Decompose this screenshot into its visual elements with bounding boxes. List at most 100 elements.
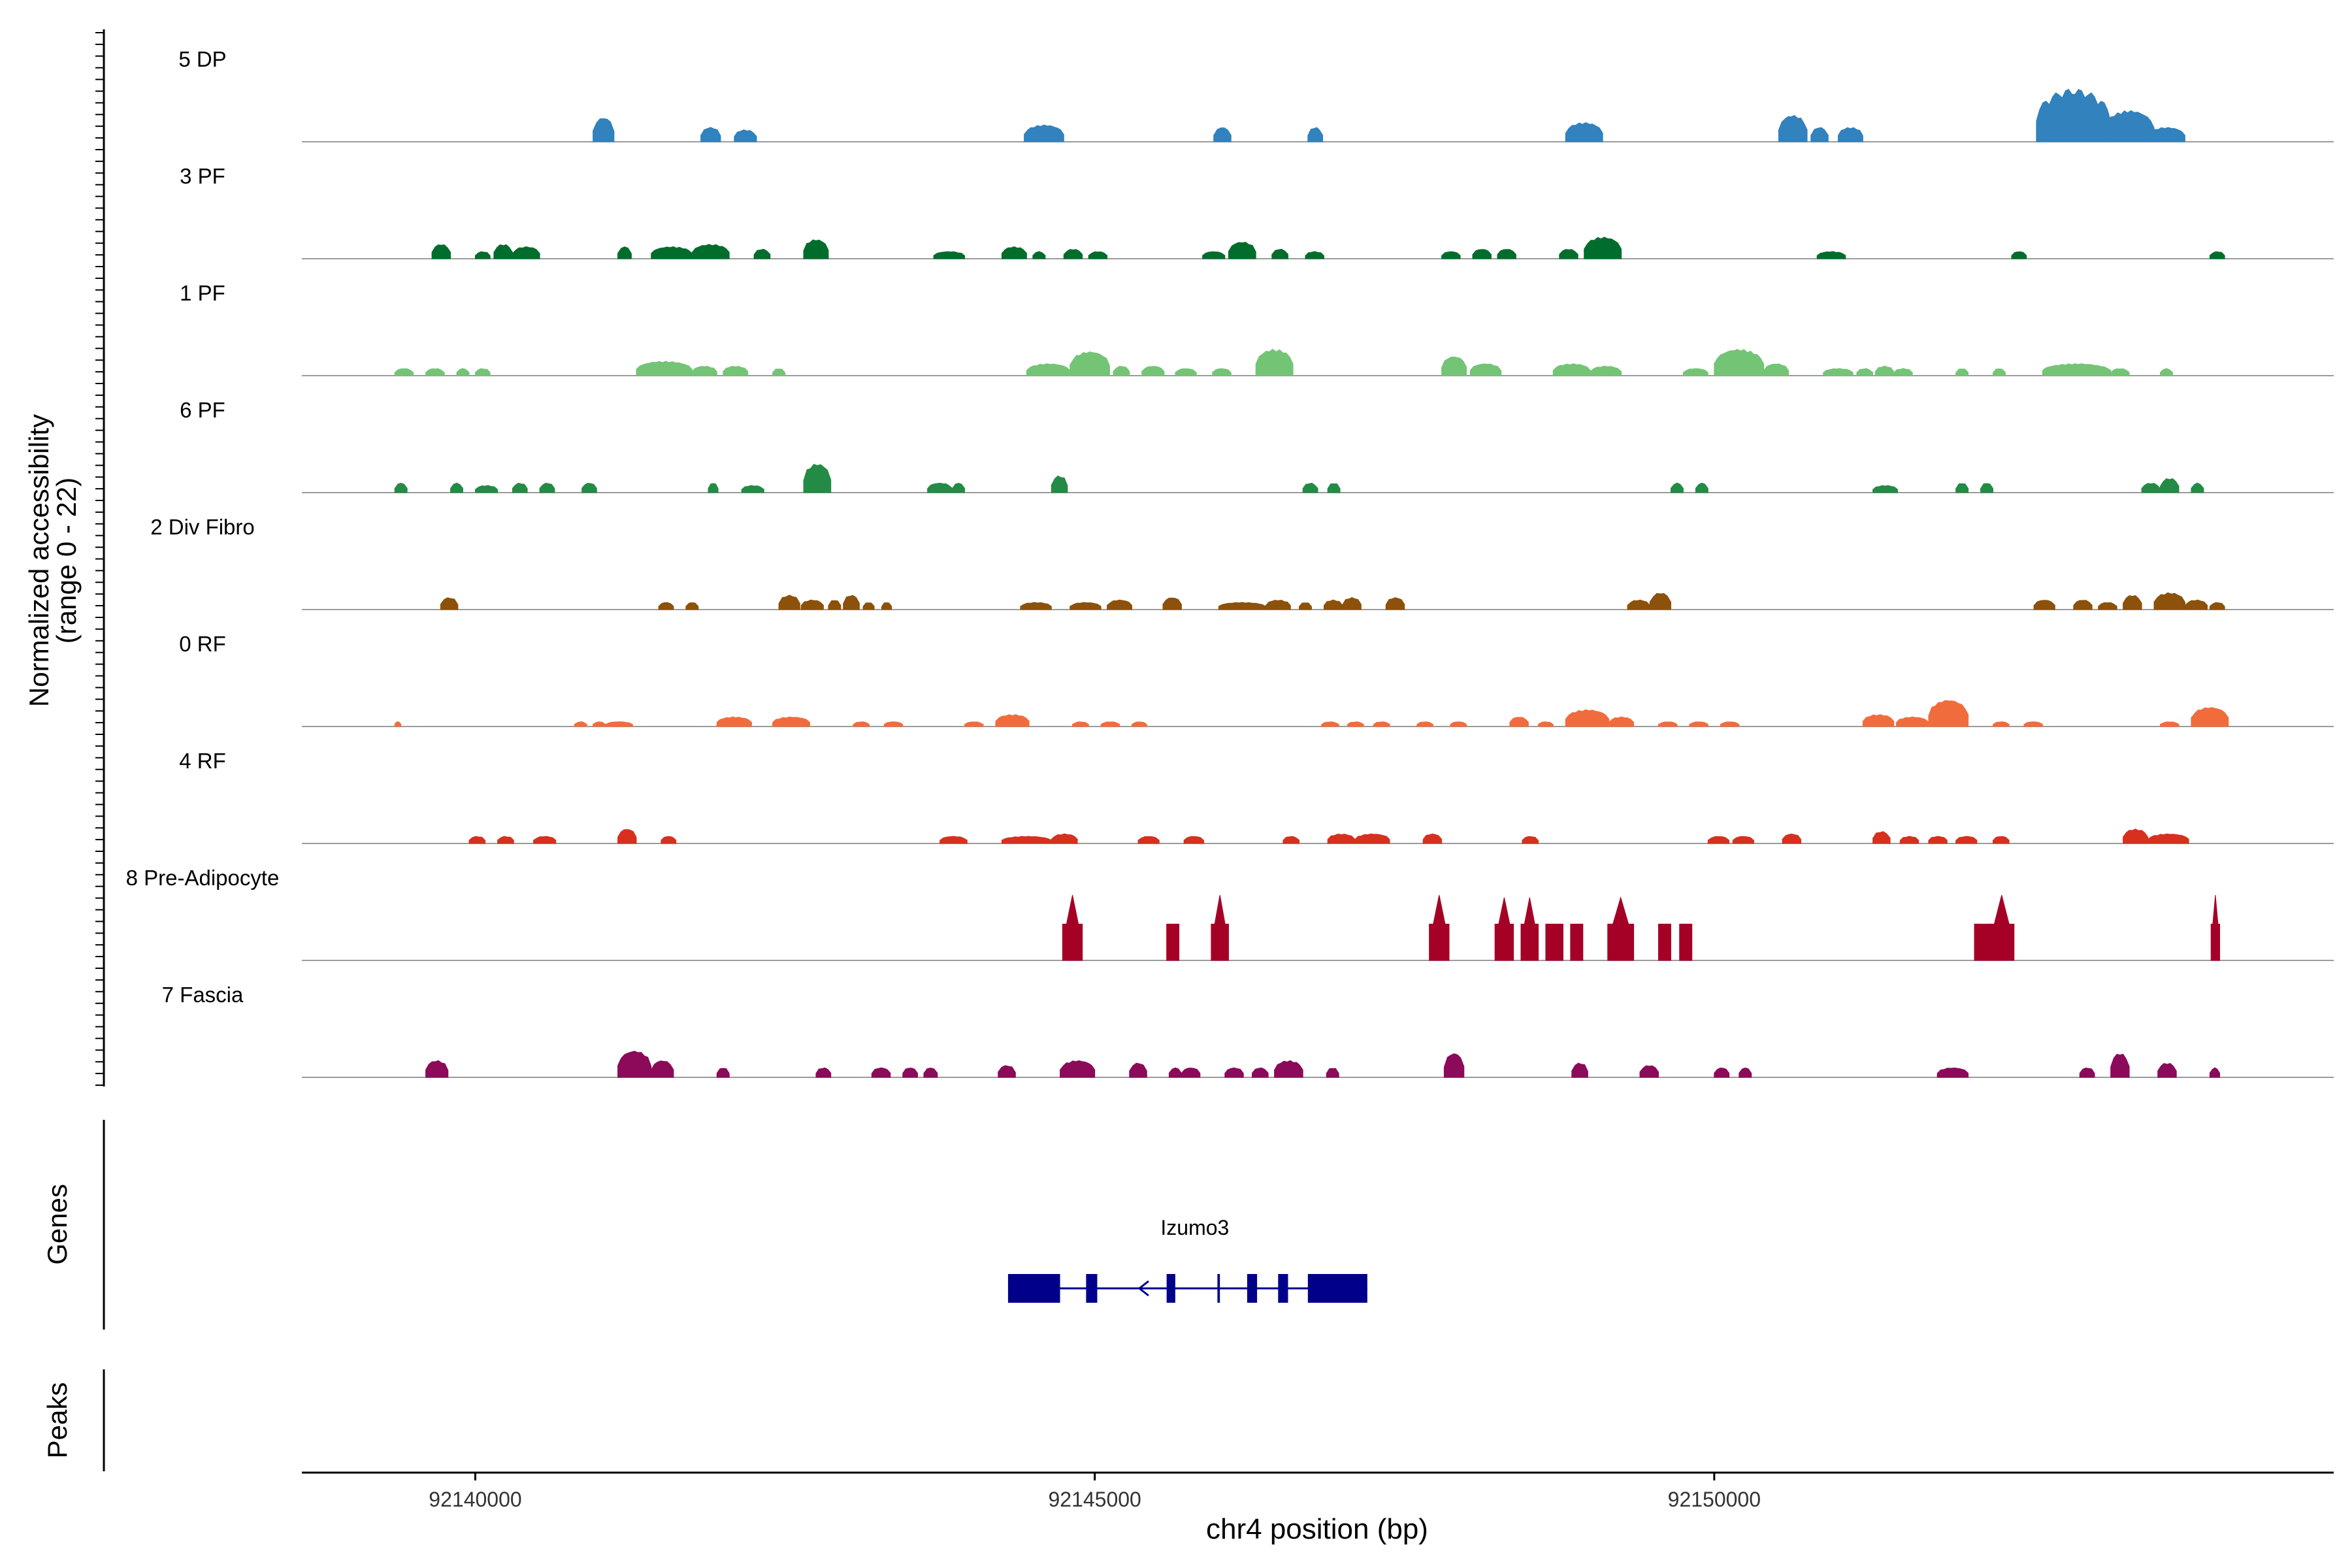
accessibility-peak [2153,592,2185,610]
accessibility-peak [1816,251,1846,259]
accessibility-peak [1307,127,1324,142]
accessibility-peak [1162,597,1182,610]
accessibility-peak [1212,368,1232,376]
accessibility-peak [1302,482,1318,493]
accessibility-peak [1469,363,1502,376]
accessibility-peak [1443,1053,1465,1078]
accessibility-peak [902,1068,919,1078]
accessibility-peak [539,482,555,493]
accessibility-peak [574,721,587,727]
accessibility-peak [431,244,451,259]
accessibility-peak [1265,599,1291,610]
accessibility-peak [1347,721,1364,727]
accessibility-peak [2110,1053,2130,1078]
accessibility-peak [1936,1067,1969,1078]
track-label: 1 PF [180,281,225,305]
accessibility-peak [1224,1067,1244,1078]
track-label: 4 RF [179,749,226,773]
gene-exon [1086,1274,1098,1303]
accessibility-peak [2147,127,2185,142]
accessibility-peak [394,482,408,493]
accessibility-peak [1778,115,1808,142]
accessibility-peak [1070,351,1110,376]
gene-exon [1166,1274,1175,1303]
accessibility-peak [1416,721,1433,727]
track-label: 5 DP [178,47,226,71]
accessibility-peak [1088,251,1108,259]
track-label: 3 PF [180,164,225,188]
accessibility-peak [1051,475,1068,493]
accessibility-peak [1893,368,1913,376]
accessibility-peak [1137,836,1160,844]
accessibility-peak [1862,714,1895,727]
accessibility-peak [1509,717,1529,727]
accessibility-peak [1175,368,1197,376]
accessibility-peak [1218,602,1266,610]
accessibility-peak [1001,836,1052,844]
accessibility-peak [1100,721,1120,727]
accessibility-peak [1422,833,1443,844]
accessibility-peak [617,246,632,259]
accessibility-peak [2123,595,2142,610]
accessibility-peak [1707,836,1730,844]
accessibility-peak [853,721,870,727]
accessibility-peak [581,482,597,493]
accessibility-tracks [302,88,2334,1078]
accessibility-peak [815,1067,832,1078]
accessibility-peak [474,251,491,259]
accessibility-peak [1327,833,1356,844]
accessibility-peak [1327,483,1341,493]
accessibility-peak [497,836,514,844]
peaks-label: Peaks [42,1382,73,1459]
accessibility-peak [1823,368,1854,376]
accessibility-peak [593,118,615,142]
accessibility-peak [1810,127,1829,142]
accessibility-peak [1658,923,1671,961]
accessibility-peak [661,836,677,844]
accessibility-peak [2011,251,2027,259]
x-axis-ticks: 92140000 92145000 92150000 [429,1473,1761,1511]
accessibility-peak [1520,897,1539,961]
accessibility-peak [2123,828,2149,844]
accessibility-peak [1321,721,1339,727]
gene-exon [1307,1274,1367,1303]
accessibility-peak [952,482,966,493]
accessibility-peak [1342,596,1362,610]
accessibility-peak [2209,251,2225,259]
accessibility-peak [828,600,841,610]
accessibility-peak [1001,246,1027,259]
x-axis-tick-label: 92140000 [429,1488,521,1511]
accessibility-peak [1992,368,2006,376]
accessibility-peak [2042,363,2112,376]
accessibility-peak [1141,366,1165,376]
accessibility-peak [1274,1060,1303,1078]
accessibility-peak [1202,251,1226,259]
accessibility-peak [995,714,1030,727]
accessibility-peak [2209,1067,2221,1078]
accessibility-peak [1271,248,1289,259]
accessibility-peak [1062,894,1083,961]
accessibility-peak [1559,249,1578,259]
accessibility-peak [1679,923,1693,961]
accessibility-peak [2104,110,2155,142]
accessibility-peak [1590,365,1622,376]
accessibility-peak [512,482,528,493]
accessibility-peak [474,368,491,376]
accessibility-peak [772,716,810,727]
accessibility-peak [2191,482,2204,493]
accessibility-peak [1131,721,1147,727]
accessibility-peak [425,368,445,376]
accessibility-peak [933,251,966,259]
accessibility-peak [1732,836,1755,844]
accessibility-peak [2157,1063,2177,1078]
accessibility-peak [1522,836,1539,844]
y-axis-title-line1: Normalized accessibility [24,414,54,707]
accessibility-peak [1024,124,1064,142]
accessibility-peak [1107,599,1133,610]
accessibility-peak [1670,482,1684,493]
track-label: 7 Fascia [162,983,244,1007]
accessibility-peak [1441,356,1467,376]
accessibility-peak [2036,88,2112,142]
accessibility-peak [394,368,414,376]
accessibility-peak [734,129,757,142]
